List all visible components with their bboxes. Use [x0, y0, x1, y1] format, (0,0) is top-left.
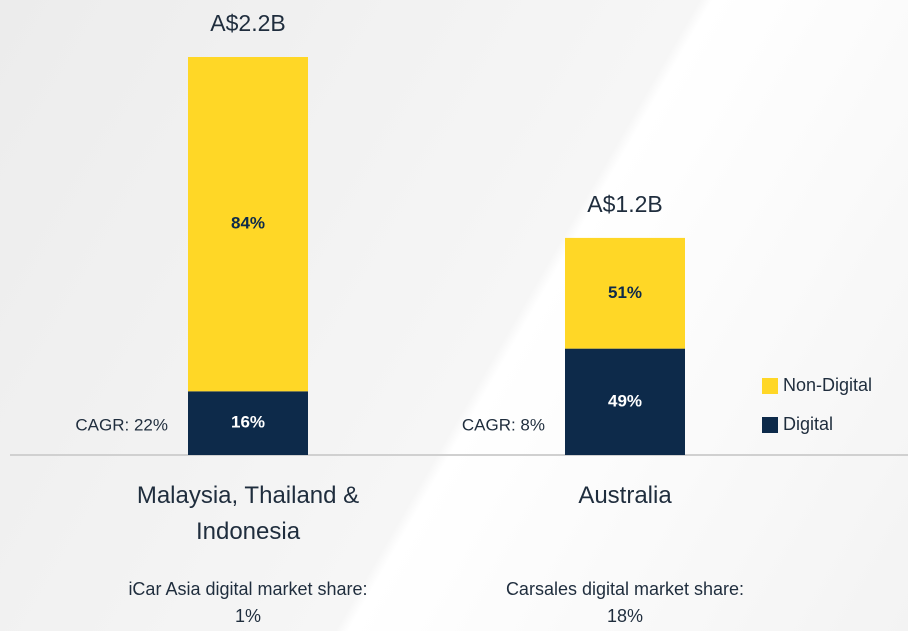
bar-segment	[565, 237, 685, 349]
legend-swatch	[762, 378, 778, 394]
subtext: Carsales digital market share: 18%	[505, 579, 745, 626]
segment-label: 16%	[231, 413, 265, 432]
legend-label: Digital	[783, 414, 833, 434]
legend-label: Non-Digital	[783, 375, 872, 395]
segment-label: 49%	[608, 391, 642, 410]
total-label: A$2.2B	[210, 10, 285, 36]
bar-segment	[565, 348, 685, 455]
subtext: iCar Asia digital market share: 1%	[128, 579, 368, 626]
annotation: CAGR: 8%	[462, 415, 545, 434]
total-label: A$1.2B	[587, 191, 662, 217]
annotation: CAGR: 22%	[75, 415, 168, 434]
legend-swatch	[762, 417, 778, 433]
segment-label: 84%	[231, 214, 265, 233]
category-label: Malaysia, Thailand & Indonesia	[136, 482, 360, 545]
bar-segment	[188, 57, 308, 392]
category-label: Australia	[578, 482, 672, 509]
bar-segment	[188, 391, 308, 455]
segment-label: 51%	[608, 283, 642, 302]
